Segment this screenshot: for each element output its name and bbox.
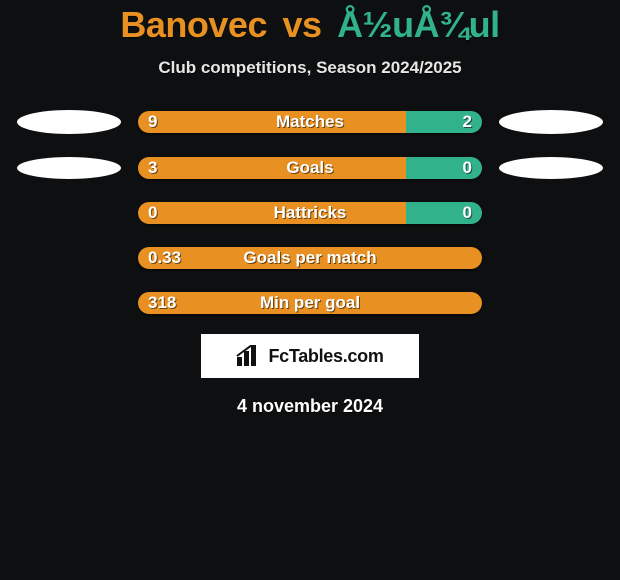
stat-bar-right: 0: [406, 157, 482, 179]
stat-value-left: 318: [138, 293, 186, 313]
team-badge-right: [499, 110, 603, 134]
team-badge-slot-right: [482, 110, 620, 134]
stat-bar: 0.33Goals per match: [138, 247, 482, 269]
stat-value-left: 0.33: [138, 248, 191, 268]
stat-bar-left: 0: [138, 202, 406, 224]
stat-bar: 00Hattricks: [138, 202, 482, 224]
stat-bar: 318Min per goal: [138, 292, 482, 314]
comparison-card: Banovec vs Å½uÅ¾ul Club competitions, Se…: [0, 0, 620, 580]
team-badge-left: [17, 157, 121, 179]
stat-bar-left: 318: [138, 292, 482, 314]
stat-value-right: 0: [453, 203, 482, 223]
stat-value-right: 2: [453, 112, 482, 132]
stat-value-left: 0: [138, 203, 167, 223]
page-title: Banovec vs Å½uÅ¾ul: [0, 0, 620, 46]
stat-row: 0.33Goals per match: [0, 247, 620, 269]
source-logo: FcTables.com: [201, 334, 419, 378]
source-logo-text: FcTables.com: [268, 346, 383, 367]
stat-bar-right: 0: [406, 202, 482, 224]
stat-value-left: 3: [138, 158, 167, 178]
team-badge-right: [499, 157, 603, 179]
stat-value-left: 9: [138, 112, 167, 132]
player2-name: Å½uÅ¾ul: [337, 4, 500, 45]
stat-row: 30Goals: [0, 157, 620, 179]
stat-value-right: 0: [453, 158, 482, 178]
bars-icon: [236, 345, 262, 367]
stats-rows: 92Matches30Goals00Hattricks0.33Goals per…: [0, 110, 620, 314]
team-badge-slot-left: [0, 110, 138, 134]
stat-row: 92Matches: [0, 110, 620, 134]
stat-bar-left: 3: [138, 157, 406, 179]
stat-bar-left: 9: [138, 111, 406, 133]
stat-row: 318Min per goal: [0, 292, 620, 314]
stat-row: 00Hattricks: [0, 202, 620, 224]
team-badge-left: [17, 110, 121, 134]
vs-separator: vs: [277, 4, 328, 45]
stat-bar: 92Matches: [138, 111, 482, 133]
team-badge-slot-right: [482, 157, 620, 179]
team-badge-slot-left: [0, 157, 138, 179]
stat-bar-right: 2: [406, 111, 482, 133]
subtitle: Club competitions, Season 2024/2025: [0, 58, 620, 78]
player1-name: Banovec: [120, 4, 267, 45]
stat-bar-left: 0.33: [138, 247, 482, 269]
stat-bar: 30Goals: [138, 157, 482, 179]
generated-date: 4 november 2024: [0, 396, 620, 417]
